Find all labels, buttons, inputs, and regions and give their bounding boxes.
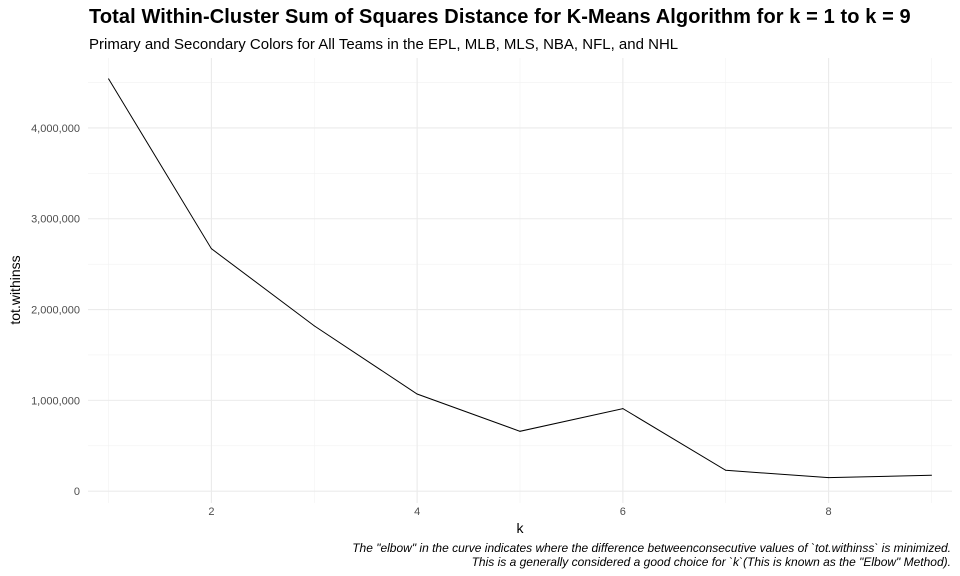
caption-line-2: This is a generally considered a good ch…	[471, 555, 951, 569]
x-tick-label: 6	[620, 506, 626, 518]
y-tick-label: 3,000,000	[31, 214, 80, 226]
chart-caption: The "elbow" in the curve indicates where…	[352, 541, 951, 569]
x-tick-label: 8	[826, 506, 832, 518]
data-point	[210, 248, 212, 250]
x-axis-title: k	[517, 520, 525, 536]
major-gridlines	[88, 58, 952, 503]
y-tick-label: 0	[74, 486, 80, 498]
caption-line-1: The "elbow" in the curve indicates where…	[352, 541, 951, 555]
y-tick-labels: 0 1,000,000 2,000,000 3,000,000 4,000,000	[31, 123, 80, 498]
x-tick-labels: 2 4 6 8	[208, 506, 831, 518]
minor-gridlines	[88, 58, 952, 503]
data-point	[725, 469, 727, 471]
chart-subtitle: Primary and Secondary Colors for All Tea…	[89, 36, 679, 53]
data-point	[622, 408, 624, 410]
y-tick-label: 2,000,000	[31, 305, 80, 317]
data-point	[828, 477, 830, 479]
y-axis-title: tot.withinss	[7, 255, 23, 324]
data-point	[930, 474, 932, 476]
data-point	[313, 325, 315, 327]
y-tick-label: 4,000,000	[31, 123, 80, 135]
chart-title: Total Within-Cluster Sum of Squares Dist…	[89, 6, 911, 28]
y-tick-label: 1,000,000	[31, 395, 80, 407]
x-tick-label: 2	[208, 506, 214, 518]
series-layer	[108, 78, 932, 479]
x-tick-label: 4	[414, 506, 420, 518]
data-point	[416, 393, 418, 395]
data-point	[108, 78, 110, 80]
data-point	[519, 430, 521, 432]
